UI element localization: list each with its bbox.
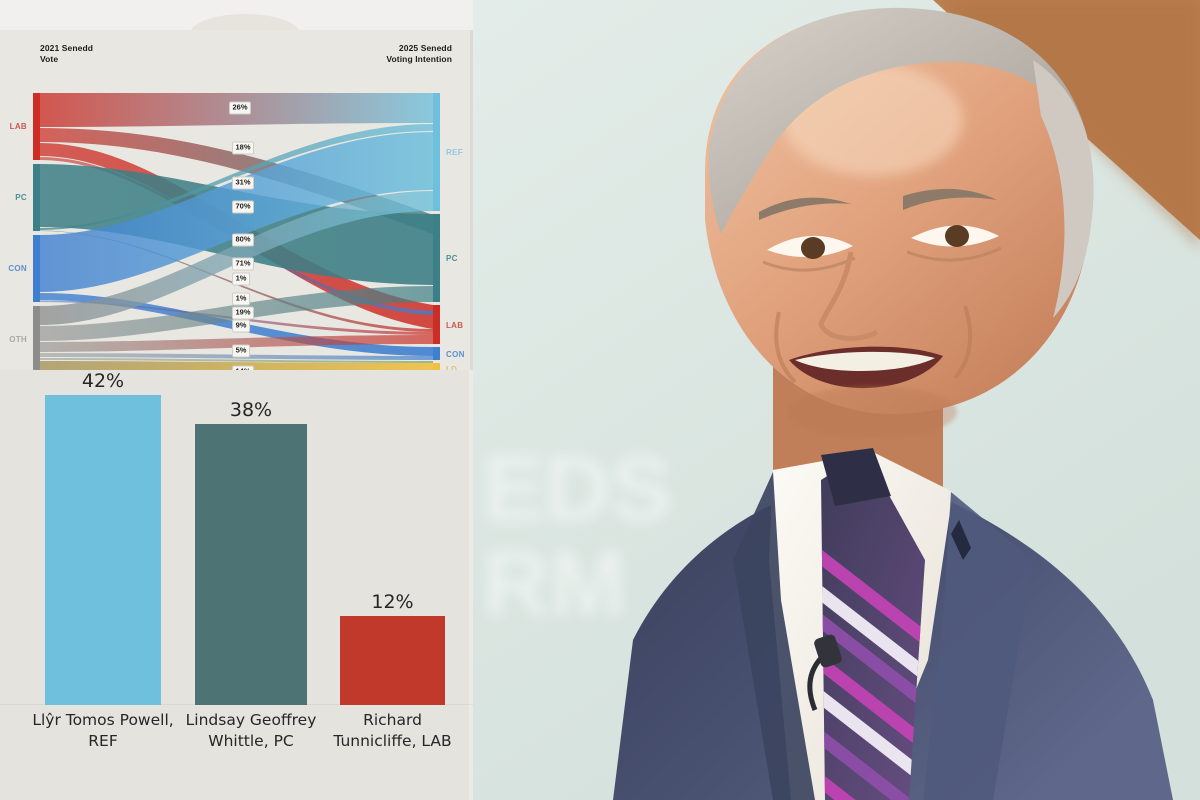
sankey-flow-pct: 26% <box>228 101 252 115</box>
top-strip-bump <box>190 14 300 34</box>
bar-name-ref-line1: Llŷr Tomos Powell, <box>32 711 174 729</box>
sankey-node-con-source <box>33 235 40 302</box>
sankey-label-target-ld: LD <box>446 365 458 370</box>
sankey-flow-pct: 19% <box>231 306 255 320</box>
sankey-label-target-pc: PC <box>446 254 458 263</box>
sankey-node-oth-source <box>33 306 40 370</box>
top-strip <box>0 0 473 34</box>
photo-iris-left <box>801 237 825 259</box>
bar-value-label: 12% <box>371 591 414 613</box>
sankey-node-pc-source <box>33 164 40 231</box>
sankey-node-ld-target <box>433 363 440 370</box>
sankey-label-source-con: CON <box>8 264 27 273</box>
bar-rect-ref <box>45 395 161 705</box>
sankey-link-lab-pc <box>40 128 433 234</box>
sankey-flow-pct: 14% <box>231 365 255 370</box>
sankey-flow-pct: 1% <box>232 272 250 286</box>
sankey-flow-pct: 9% <box>232 319 250 333</box>
infographic-column: 2021 Senedd Vote 2025 Senedd Voting Inte… <box>0 0 473 800</box>
photo-hair <box>708 7 1091 234</box>
bar-name-lab-line2: Tunnicliffe, LAB <box>333 732 452 750</box>
sankey-target-header-line1: 2025 Senedd <box>398 43 452 53</box>
photo-smile-line-right <box>953 305 973 380</box>
sankey-source-header: 2021 Senedd Vote <box>40 43 93 65</box>
photo-chin-shadow <box>789 386 957 438</box>
bar-name-ref-line2: REF <box>88 732 118 750</box>
photo-iris-right <box>945 225 969 247</box>
photo-eye-crease-right <box>906 246 1002 262</box>
sankey-link-oth-grn <box>40 358 433 363</box>
bar-chart: 42% Llŷr Tomos Powell, REF 38% Lindsay G… <box>0 370 473 800</box>
bar-group-pc: 38% Lindsay Geoffrey Whittle, PC <box>186 399 317 750</box>
photo-backdrop-text-1: EDS <box>483 438 672 540</box>
sankey-label-source-lab: LAB <box>9 122 27 131</box>
bar-group-ref: 42% Llŷr Tomos Powell, REF <box>32 370 173 750</box>
sankey-chart: 2021 Senedd Vote 2025 Senedd Voting Inte… <box>0 30 473 370</box>
bar-name-lab-line1: Richard <box>363 711 422 729</box>
sankey-label-target-lab: LAB <box>446 321 464 330</box>
photo-eyebrow-left <box>759 197 851 220</box>
sankey-node-pc-target <box>433 214 440 302</box>
sankey-source-header-line2: Vote <box>40 54 59 64</box>
photo-nose <box>818 251 879 341</box>
bar-chart-right-edge <box>469 370 473 800</box>
photo-hair-side <box>1033 60 1094 318</box>
sankey-source-header-line1: 2021 Senedd <box>40 43 94 53</box>
sankey-label-source-pc: PC <box>15 193 27 202</box>
photo-eyebrow-right <box>903 188 997 210</box>
sankey-flow-pct: 5% <box>232 344 250 358</box>
sankey-node-lab-source <box>33 93 40 160</box>
sankey-target-header: 2025 Senedd Voting Intention <box>386 43 452 65</box>
sankey-node-con-target <box>433 347 440 360</box>
sankey-node-lab-target <box>433 305 440 344</box>
photo-lapel-left <box>733 472 815 800</box>
bar-group-lab: 12% Richard Tunnicliffe, LAB <box>333 591 451 750</box>
photo-smile-line-left <box>774 311 797 384</box>
sankey-label-source-oth: OTH <box>9 335 27 344</box>
photo-nigel-farage: EDS RM <box>473 0 1200 800</box>
bar-rect-pc <box>195 424 307 705</box>
bar-name-pc: Lindsay Geoffrey Whittle, PC <box>145 710 358 752</box>
sankey-label-target-con: CON <box>446 350 465 359</box>
bar-name-lab: Richard Tunnicliffe, LAB <box>293 710 473 752</box>
bar-rect-lab <box>340 616 445 705</box>
bar-value-label: 38% <box>229 399 273 421</box>
bar-name-pc-line1: Lindsay Geoffrey <box>185 711 317 729</box>
sankey-flow-pct: 1% <box>232 292 250 306</box>
photo-eye-crease-left <box>762 256 856 272</box>
bar-name-ref: Llŷr Tomos Powell, REF <box>0 710 213 752</box>
photo-backdrop-text: EDS RM <box>483 438 672 635</box>
sankey-label-target-ref: REF <box>446 148 463 157</box>
sankey-link-oth-lab <box>40 335 433 352</box>
bar-value-label: 42% <box>81 370 125 392</box>
photo-buttonhole <box>951 520 971 560</box>
sankey-flow-pct: 71% <box>231 257 255 271</box>
sankey-flow-pct: 31% <box>231 176 255 190</box>
sankey-node-ref-target <box>433 93 440 211</box>
photo-illustration: EDS RM <box>473 0 1200 800</box>
bar-name-pc-line2: Whittle, PC <box>208 732 294 750</box>
photo-tie-knot <box>821 448 891 506</box>
sankey-flow-pct: 70% <box>231 200 255 214</box>
photo-lapel-right <box>923 492 1033 800</box>
photo-backdrop-text-2: RM <box>483 533 626 635</box>
photo-teeth <box>795 351 935 372</box>
sankey-target-header-line2: Voting Intention <box>386 54 452 64</box>
photo-lapel-mic <box>814 634 842 668</box>
sankey-flow-pct: 80% <box>231 233 255 247</box>
sankey-flow-pct: 18% <box>231 141 255 155</box>
